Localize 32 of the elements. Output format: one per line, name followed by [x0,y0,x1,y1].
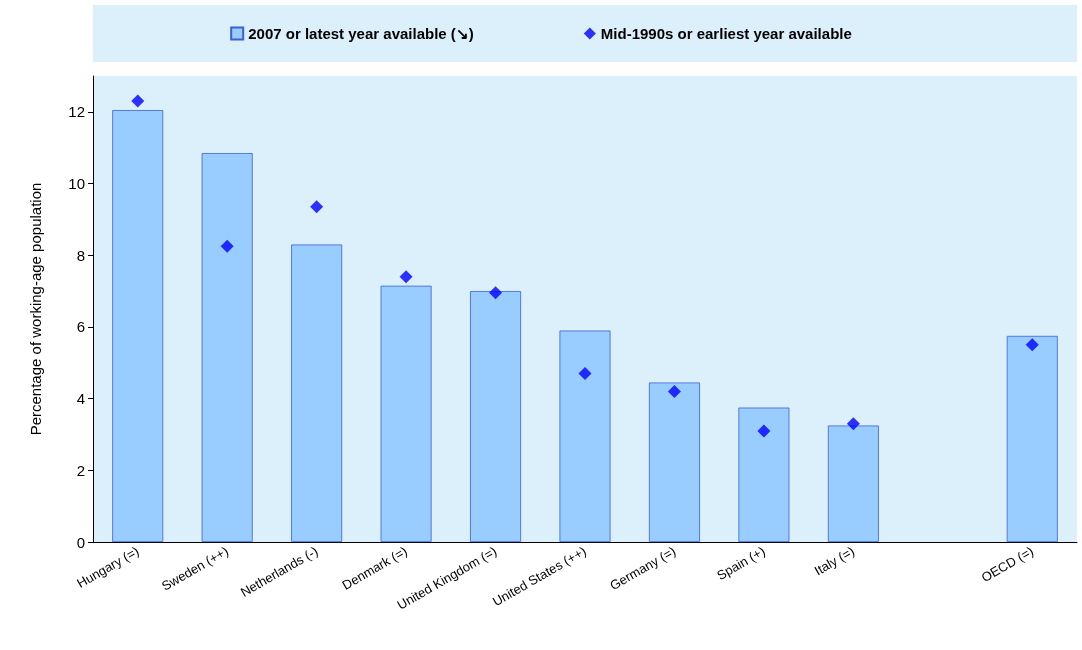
point [310,200,324,214]
point [1025,338,1039,352]
bar [291,244,343,542]
point [757,424,771,438]
bar [201,153,253,542]
y-tick-label: 0 [76,533,85,551]
point [220,239,234,253]
y-tick-label: 8 [76,246,85,264]
bar [380,285,432,542]
bar [738,407,790,542]
bar [470,291,522,542]
y-tick-label: 10 [68,175,85,193]
x-tick-label: Italy (=) [811,543,858,579]
bar [112,110,164,542]
bar [559,330,611,542]
point [846,417,860,431]
legend-label: Mid-1990s or earliest year available [600,25,852,42]
x-tick-label: Spain (+) [714,543,768,584]
y-tick-label: 6 [76,318,85,336]
point [131,94,145,108]
y-tick-label: 2 [76,461,85,479]
bar [827,425,879,542]
point [399,270,413,284]
y-tick-label: 4 [76,390,85,408]
y-axis-title: Percentage of working-age population [27,182,44,436]
point [667,384,681,398]
bar [1006,335,1058,542]
point [578,367,592,381]
legend-label: 2007 or latest year available (↘) [248,25,474,42]
bar [648,382,700,542]
y-tick-label: 12 [68,103,85,121]
point [489,286,503,300]
